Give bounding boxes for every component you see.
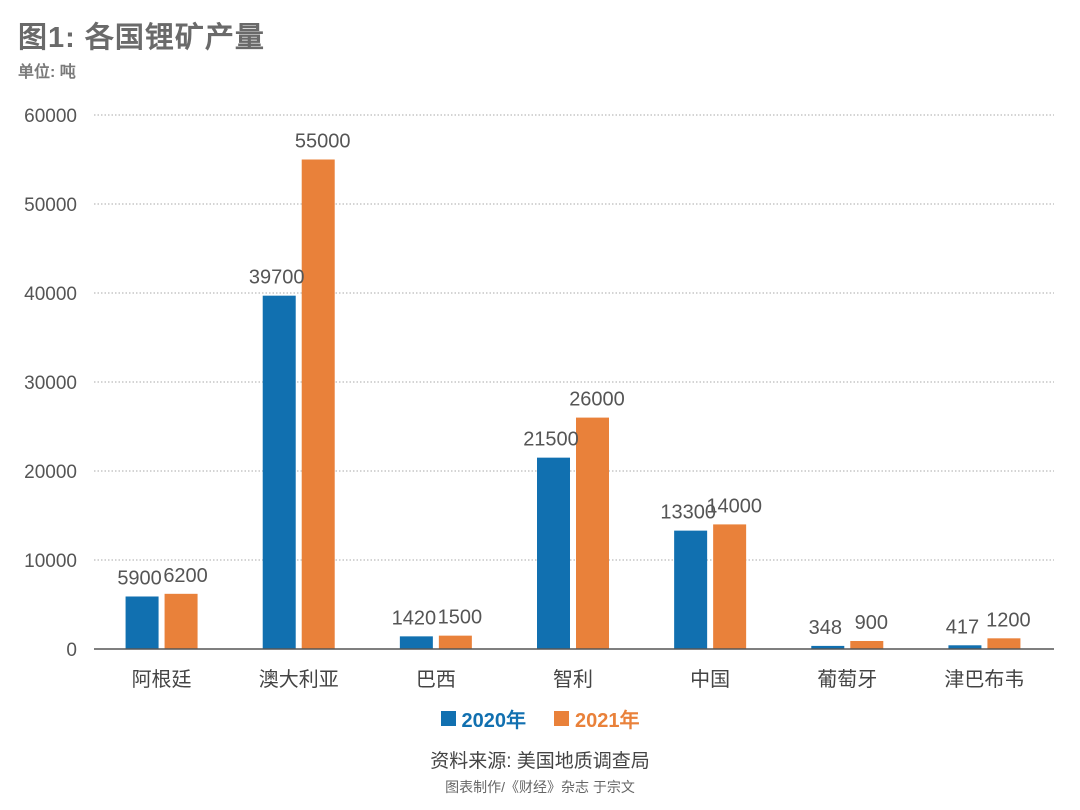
bar: [301, 159, 335, 649]
y-tick-label: 20000: [24, 462, 77, 483]
data-label: 14000: [706, 495, 762, 517]
data-label: 1420: [392, 607, 437, 629]
data-label: 26000: [569, 389, 625, 411]
data-label: 55000: [295, 131, 351, 153]
bar: [987, 638, 1021, 649]
data-label: 417: [946, 616, 979, 638]
bar: [438, 635, 472, 649]
legend-label-2020: 2020年: [461, 710, 527, 732]
bar: [576, 417, 609, 649]
y-tick-label: 30000: [24, 373, 77, 394]
x-axis-categories: 阿根廷 澳大利亚 巴西 智利 中国 葡萄牙 津巴布韦: [132, 668, 1025, 691]
y-tick-label: 0: [66, 640, 77, 661]
data-label: 1500: [438, 607, 483, 629]
y-tick-label: 10000: [24, 551, 77, 572]
data-labels: 5900 6200 39700 55000 1420 1500 21500 26000 1330…: [117, 131, 1030, 639]
y-tick-label: 60000: [24, 106, 77, 127]
bars: [125, 159, 1021, 649]
legend-item-2020: 2020年: [440, 704, 527, 733]
y-tick-label: 40000: [24, 284, 77, 305]
data-label: 900: [855, 612, 888, 634]
data-label: 5900: [117, 567, 162, 589]
category-label: 津巴布韦: [944, 668, 1024, 691]
y-tick-label: 50000: [24, 195, 77, 216]
bar: [125, 596, 159, 649]
legend-swatch-2020: [440, 711, 456, 726]
category-label: 葡萄牙: [817, 668, 877, 691]
bar: [713, 524, 747, 649]
chart-title: 图1: 各国锂矿产量: [18, 22, 265, 54]
bar: [948, 645, 982, 649]
bar: [674, 530, 708, 649]
bar: [399, 636, 433, 649]
grid-lines: [94, 114, 1054, 561]
unit-label: 单位: 吨: [18, 64, 76, 81]
legend-item-2021: 2021年: [554, 704, 640, 733]
legend: 2020年 2021年: [0, 704, 1080, 733]
category-label: 阿根廷: [132, 668, 192, 691]
data-label: 6200: [163, 565, 208, 587]
bar: [850, 640, 884, 649]
data-label: 1200: [986, 609, 1031, 631]
data-label: 348: [809, 617, 842, 639]
category-label: 智利: [553, 668, 593, 691]
data-label: 39700: [249, 267, 305, 289]
bar: [537, 457, 570, 649]
bar-chart: 0 10000 20000 30000 40000 50000 60000 5900 6200…: [24, 106, 1054, 691]
data-label: 13300: [660, 502, 716, 524]
y-axis-ticks: 0 10000 20000 30000 40000 50000 60000: [24, 106, 77, 661]
legend-label-2021: 2021年: [575, 710, 640, 732]
bar: [811, 645, 845, 649]
category-label: 巴西: [416, 669, 456, 691]
data-label: 21500: [523, 429, 579, 451]
credit-note: 图表制作/《财经》杂志 于宗文: [445, 779, 635, 795]
bar: [262, 295, 296, 649]
category-label: 中国: [690, 668, 730, 691]
legend-swatch-2021: [554, 711, 569, 726]
bar: [164, 593, 198, 649]
category-label: 澳大利亚: [259, 668, 339, 691]
source-note: 资料来源: 美国地质调查局: [430, 751, 650, 772]
